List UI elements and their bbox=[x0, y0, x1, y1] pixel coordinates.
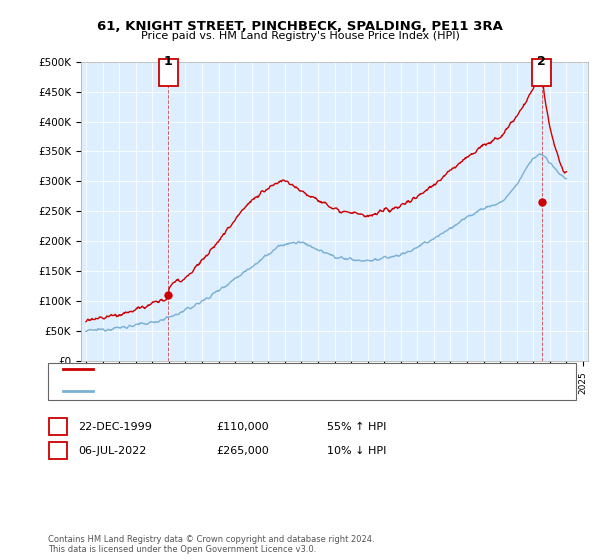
Text: HPI: Average price, detached house, South Holland: HPI: Average price, detached house, Sout… bbox=[96, 386, 350, 395]
Text: 2: 2 bbox=[54, 444, 62, 458]
Text: 2: 2 bbox=[537, 55, 546, 68]
Text: 61, KNIGHT STREET, PINCHBECK, SPALDING, PE11 3RA (detached house): 61, KNIGHT STREET, PINCHBECK, SPALDING, … bbox=[96, 365, 458, 374]
Text: 06-JUL-2022: 06-JUL-2022 bbox=[78, 446, 146, 456]
Text: 1: 1 bbox=[164, 55, 173, 68]
Text: 22-DEC-1999: 22-DEC-1999 bbox=[78, 422, 152, 432]
Text: £265,000: £265,000 bbox=[216, 446, 269, 456]
Text: 55% ↑ HPI: 55% ↑ HPI bbox=[327, 422, 386, 432]
Text: Contains HM Land Registry data © Crown copyright and database right 2024.
This d: Contains HM Land Registry data © Crown c… bbox=[48, 535, 374, 554]
Text: 10% ↓ HPI: 10% ↓ HPI bbox=[327, 446, 386, 456]
Text: Price paid vs. HM Land Registry's House Price Index (HPI): Price paid vs. HM Land Registry's House … bbox=[140, 31, 460, 41]
Text: £110,000: £110,000 bbox=[216, 422, 269, 432]
Text: 1: 1 bbox=[54, 420, 62, 433]
Text: 61, KNIGHT STREET, PINCHBECK, SPALDING, PE11 3RA: 61, KNIGHT STREET, PINCHBECK, SPALDING, … bbox=[97, 20, 503, 32]
